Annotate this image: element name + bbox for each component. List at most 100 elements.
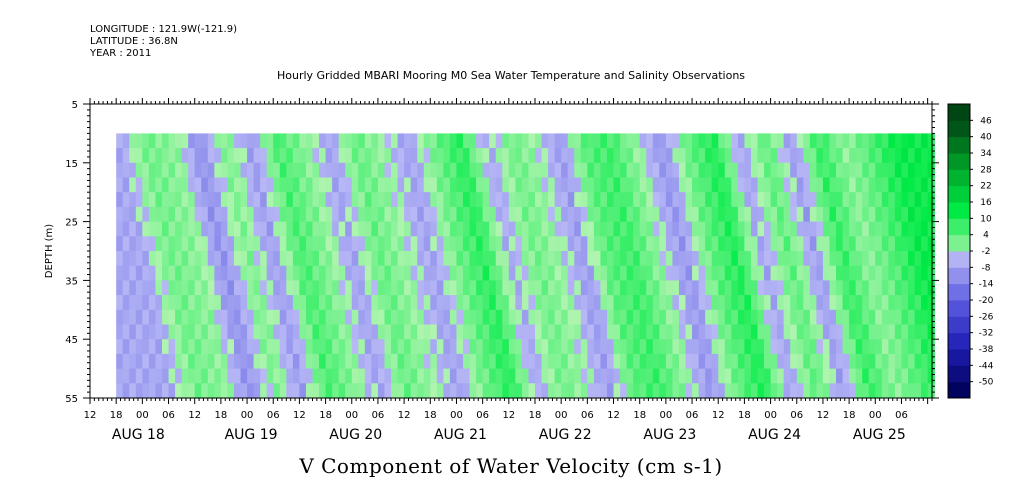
- heatmap-cell: [842, 236, 850, 252]
- heatmap-cell: [279, 177, 287, 193]
- x-date-label: AUG 21: [434, 427, 487, 443]
- heatmap-cell: [914, 236, 922, 252]
- heatmap-cell: [260, 251, 268, 267]
- heatmap-cell: [633, 206, 641, 223]
- heatmap-cell: [142, 309, 150, 326]
- heatmap-cell: [358, 251, 366, 267]
- heatmap-cell: [561, 309, 569, 326]
- heatmap-cell: [515, 148, 523, 164]
- heatmap-cell: [449, 383, 458, 399]
- heatmap-cell: [122, 206, 130, 223]
- heatmap-cell: [469, 309, 477, 326]
- heatmap-cell: [240, 339, 248, 355]
- heatmap-cell: [711, 383, 719, 399]
- heatmap-cell: [705, 309, 713, 326]
- heatmap-cell: [345, 353, 353, 370]
- heatmap-cell: [292, 295, 301, 311]
- heatmap-cell: [921, 177, 929, 193]
- heatmap-cell: [561, 339, 569, 355]
- heatmap-cell: [580, 133, 588, 149]
- heatmap-cell: [247, 353, 255, 370]
- heatmap-cell: [809, 177, 817, 193]
- heatmap-cell: [777, 236, 785, 252]
- heatmap-cell: [430, 324, 438, 340]
- heatmap-cell: [665, 162, 674, 179]
- heatmap-cell: [502, 251, 510, 267]
- heatmap-cell: [659, 206, 667, 223]
- heatmap-cell: [227, 280, 235, 296]
- heatmap-cell: [508, 339, 516, 355]
- heatmap-cell: [777, 324, 785, 340]
- heatmap-cell: [914, 162, 922, 179]
- heatmap-cell: [659, 148, 667, 164]
- heatmap-cell: [894, 295, 903, 311]
- heatmap-cell: [508, 192, 516, 208]
- heatmap-cell: [534, 353, 543, 370]
- heatmap-cell: [875, 177, 883, 193]
- heatmap-cell: [580, 192, 588, 208]
- heatmap-cell: [698, 177, 706, 193]
- heatmap-cell: [292, 206, 301, 223]
- heatmap-cell: [338, 206, 346, 223]
- heatmap-cell: [881, 353, 889, 370]
- heatmap-cell: [384, 148, 392, 164]
- heatmap-cell: [266, 162, 274, 179]
- heatmap-cell: [489, 295, 497, 311]
- heatmap-cell: [587, 265, 595, 281]
- heatmap-cell: [659, 280, 667, 296]
- heatmap-cell: [567, 221, 575, 237]
- heatmap-cell: [220, 353, 229, 370]
- heatmap-cell: [220, 251, 229, 267]
- colorbar-label: -38: [979, 345, 994, 355]
- heatmap-cell: [482, 251, 490, 267]
- heatmap-cell: [443, 236, 451, 252]
- heatmap-cell: [469, 148, 477, 164]
- heatmap-cell: [207, 353, 215, 370]
- heatmap-cell: [750, 192, 759, 208]
- heatmap-cell: [299, 309, 307, 326]
- heatmap-cell: [325, 206, 333, 223]
- heatmap-cell: [155, 192, 163, 208]
- heatmap-cell: [168, 162, 176, 179]
- heatmap-cell: [724, 206, 732, 223]
- colorbar-label: -26: [979, 312, 994, 322]
- heatmap-cell: [148, 221, 157, 237]
- heatmap-cell: [541, 353, 549, 370]
- heatmap-cell: [914, 148, 922, 164]
- heatmap-cell: [240, 236, 248, 252]
- heatmap-cell: [240, 383, 248, 399]
- heatmap-cell: [534, 295, 543, 311]
- heatmap-cell: [240, 148, 248, 164]
- heatmap-cell: [548, 324, 556, 340]
- heatmap-cell: [665, 295, 674, 311]
- heatmap-cell: [476, 251, 484, 267]
- heatmap-cell: [587, 324, 595, 340]
- heatmap-cell: [391, 192, 399, 208]
- heatmap-cell: [829, 148, 837, 164]
- heatmap-cell: [692, 353, 700, 370]
- heatmap-cell: [862, 133, 870, 149]
- heatmap-cell: [548, 148, 556, 164]
- heatmap-cell: [659, 192, 667, 208]
- heatmap-cell: [849, 295, 857, 311]
- heatmap-cell: [417, 353, 425, 370]
- heatmap-cell: [652, 265, 660, 281]
- heatmap-cell: [436, 251, 444, 267]
- heatmap-cell: [345, 206, 353, 223]
- heatmap-cell: [515, 162, 523, 179]
- heatmap-cell: [391, 133, 399, 149]
- heatmap-cell: [921, 236, 929, 252]
- heatmap-cell: [292, 133, 301, 149]
- heatmap-cell: [914, 206, 922, 223]
- heatmap-cell: [554, 280, 562, 296]
- heatmap-cell: [600, 177, 608, 193]
- heatmap-cell: [855, 339, 863, 355]
- heatmap-cell: [908, 368, 916, 384]
- heatmap-cell: [266, 133, 274, 149]
- heatmap-cell: [770, 339, 778, 355]
- heatmap-cell: [646, 251, 654, 267]
- heatmap-cell: [404, 324, 412, 340]
- heatmap-cell: [273, 324, 281, 340]
- heatmap-cell: [188, 295, 196, 311]
- heatmap-cell: [868, 148, 876, 164]
